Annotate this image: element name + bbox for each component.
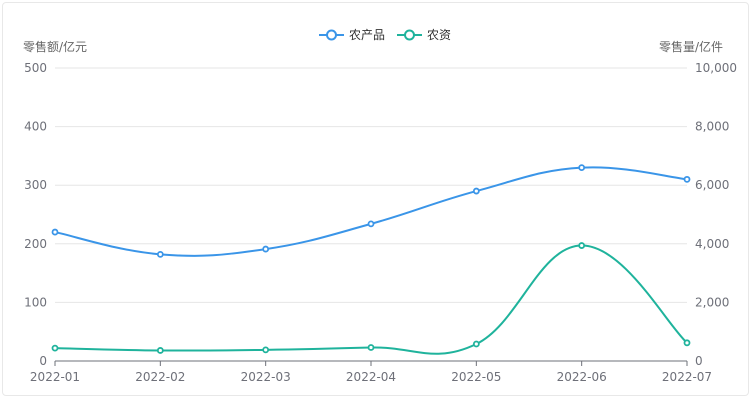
x-tick-label: 2022-03 <box>241 370 291 384</box>
series-line <box>54 166 688 257</box>
y-right-tick-label: 10,000 <box>695 61 737 75</box>
data-point[interactable] <box>683 339 691 347</box>
grid-lines <box>55 67 687 303</box>
y-axis-left-title: 零售额/亿元 <box>23 39 87 54</box>
data-point[interactable] <box>51 344 59 352</box>
data-point[interactable] <box>578 164 586 172</box>
legend-marker-icon <box>404 29 415 41</box>
y-right-tick-label: 4,000 <box>695 237 729 251</box>
y-right-tick-label: 8,000 <box>695 120 729 134</box>
y-right-tick-label: 2,000 <box>695 295 729 309</box>
data-point[interactable] <box>472 187 480 195</box>
legend-marker-icon <box>326 29 337 41</box>
chart-card: 0 0 100 2,000 200 4,000 300 6,000 400 8,000 500 10,… <box>2 2 749 396</box>
axes: 0 0 100 2,000 200 4,000 300 6,000 400 8,000 500 10,… <box>24 61 737 384</box>
y-left-tick-label: 300 <box>24 178 47 192</box>
data-point[interactable] <box>578 242 586 249</box>
data-point[interactable] <box>156 347 164 354</box>
x-tick-label: 2022-02 <box>135 370 185 384</box>
series-lines <box>51 164 691 355</box>
data-point[interactable] <box>683 175 691 183</box>
y-left-tick-label: 100 <box>24 295 47 309</box>
data-point[interactable] <box>156 250 164 258</box>
data-point[interactable] <box>367 344 375 351</box>
y-right-tick-label: 0 <box>695 354 703 368</box>
y-left-tick-label: 500 <box>24 61 47 75</box>
y-left-tick-label: 200 <box>24 237 47 251</box>
line-chart: 0 0 100 2,000 200 4,000 300 6,000 400 8,000 500 10,… <box>23 28 737 384</box>
y-left-tick-label: 400 <box>24 120 47 134</box>
series-line <box>54 244 688 355</box>
data-point[interactable] <box>262 346 270 354</box>
x-tick-label: 2022-04 <box>346 370 396 384</box>
legend-label: 农资 <box>427 28 451 42</box>
y-right-tick-label: 6,000 <box>695 178 729 192</box>
data-point[interactable] <box>367 220 375 228</box>
data-point[interactable] <box>51 228 59 236</box>
legend-item[interactable]: 农资 <box>397 28 451 42</box>
x-tick-label: 2022-01 <box>30 370 80 384</box>
y-axis-right-title: 零售量/亿件 <box>659 39 723 54</box>
legend[interactable]: 农产品 农资 <box>319 28 451 42</box>
legend-label: 农产品 <box>349 28 385 42</box>
x-tick-label: 2022-07 <box>662 370 712 384</box>
y-left-tick-label: 0 <box>39 354 47 368</box>
legend-item[interactable]: 农产品 <box>319 28 385 42</box>
x-tick-label: 2022-06 <box>557 370 607 384</box>
data-point[interactable] <box>262 245 270 253</box>
x-tick-label: 2022-05 <box>451 370 501 384</box>
data-point[interactable] <box>472 340 480 348</box>
